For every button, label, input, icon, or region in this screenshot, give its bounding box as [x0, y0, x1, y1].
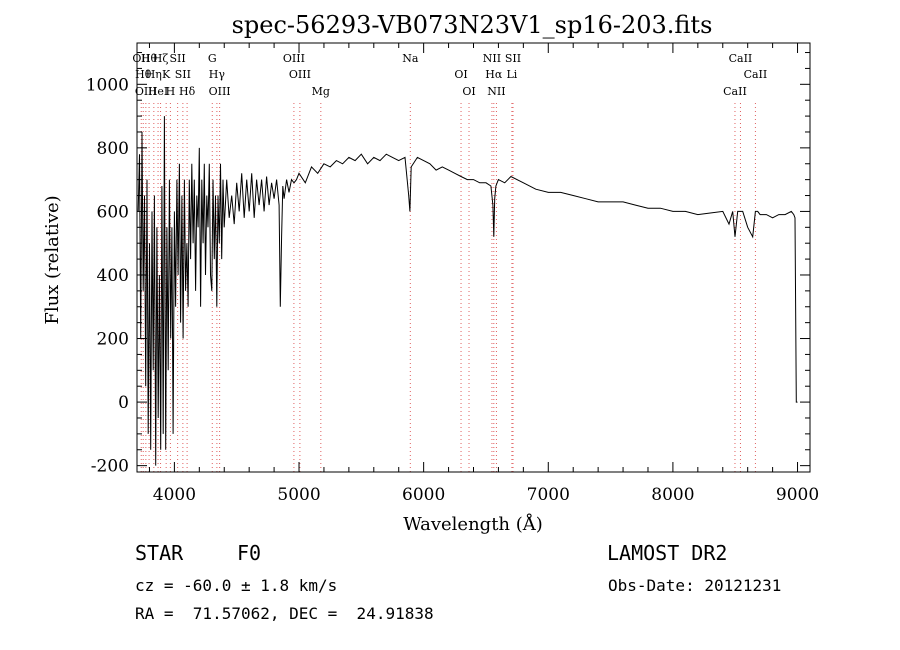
coordinates: RA = 71.57062, DEC = 24.91838 [135, 604, 434, 623]
y-tick-label: -200 [91, 457, 129, 477]
line-marker-label: Hδ [179, 85, 196, 98]
line-marker-label: K [162, 68, 171, 81]
x-tick-label: 9000 [776, 485, 819, 505]
line-marker-label: OIII [209, 85, 231, 98]
y-tick-label: 0 [118, 393, 129, 413]
y-tick-label: 200 [97, 330, 129, 350]
line-marker-label: OIII [135, 85, 157, 98]
y-tick-label: 600 [97, 202, 129, 222]
line-markers [140, 103, 756, 472]
line-marker-label: HeI [148, 85, 168, 98]
chart-title: spec-56293-VB073N23V1_sp16-203.fits [232, 11, 713, 39]
object-subclass: F0 [237, 541, 262, 565]
line-marker-label: H [166, 85, 176, 98]
x-axis-label: Wavelength (Å) [403, 513, 543, 535]
line-marker-label: SII [505, 52, 521, 65]
x-tick-label: 8000 [651, 485, 694, 505]
line-marker-label: Na [402, 52, 419, 65]
x-tick-label: 6000 [402, 485, 445, 505]
line-marker-label: CaII [744, 68, 768, 81]
line-marker-label: Hη [146, 68, 162, 81]
line-marker-label: Hζ [153, 52, 169, 65]
line-marker-label: Mg [312, 85, 330, 98]
line-marker-label: Hγ [209, 68, 226, 81]
line-marker-label: CaII [723, 85, 747, 98]
plot-frame [136, 42, 811, 473]
survey-name: LAMOST DR2 [607, 541, 728, 565]
line-marker-label: OIII [289, 68, 311, 81]
line-marker-label: SII [175, 68, 191, 81]
line-marker-label: OIII [283, 52, 305, 65]
y-axis-ticks: -200 0 200 400 600 800 1000 [86, 52, 810, 477]
y-tick-label: 800 [97, 139, 129, 159]
line-marker-label: G [208, 52, 217, 65]
line-marker-label: Hθ [141, 52, 158, 65]
line-marker-label: Hθ [135, 68, 152, 81]
y-tick-label: 1000 [86, 75, 129, 95]
x-tick-label: 5000 [277, 485, 320, 505]
line-marker-label: CaII [729, 52, 753, 65]
y-axis-label: Flux (relative) [42, 195, 63, 324]
observation-date: Obs-Date: 20121231 [608, 576, 782, 595]
x-axis-ticks: 4000 5000 6000 7000 8000 9000 [148, 43, 819, 505]
line-marker-label: NII [487, 85, 505, 98]
x-tick-label: 7000 [527, 485, 570, 505]
redshift-velocity: cz = -60.0 ± 1.8 km/s [135, 576, 338, 595]
spectrum-line [137, 116, 798, 466]
line-marker-label: OI [462, 85, 475, 98]
object-class: STAR [135, 541, 184, 565]
line-marker-labels: OIIHθOIIIHθHηHeIHζKHSIISIIHδGHγOIIIOIIIO… [132, 52, 767, 98]
line-marker-label: Hα [485, 68, 503, 81]
x-tick-label: 4000 [153, 485, 196, 505]
line-marker-label: SII [170, 52, 186, 65]
line-marker-label: NII [483, 52, 501, 65]
line-marker-label: OI [454, 68, 467, 81]
line-marker-label: Li [506, 68, 517, 81]
y-tick-label: 400 [97, 266, 129, 286]
